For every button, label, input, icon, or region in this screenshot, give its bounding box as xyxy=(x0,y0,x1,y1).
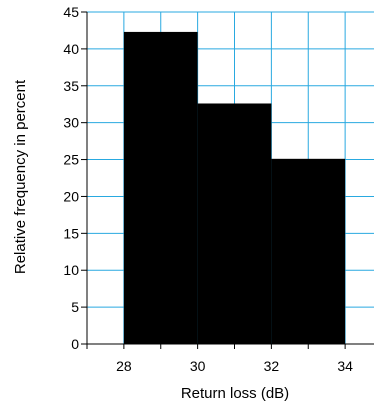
y-tick-label-25: 25 xyxy=(63,152,79,168)
x-tick-label-28: 28 xyxy=(116,358,132,374)
x-axis-label: Return loss (dB) xyxy=(181,385,289,402)
x-tick-label-32: 32 xyxy=(264,358,280,374)
y-tick-label-40: 40 xyxy=(63,41,79,57)
histogram-bars xyxy=(123,31,346,345)
y-axis-ticks: 0 5 10 15 20 25 30 35 40 45 xyxy=(63,4,87,352)
x-tick-label-34: 34 xyxy=(337,358,353,374)
y-tick-label-10: 10 xyxy=(63,262,79,278)
y-tick-label-0: 0 xyxy=(71,336,79,352)
y-tick-label-35: 35 xyxy=(63,78,79,94)
x-tick-label-30: 30 xyxy=(190,358,206,374)
y-tick-label-15: 15 xyxy=(63,225,79,241)
histogram-bar-1 xyxy=(123,31,198,344)
histogram-bar-2 xyxy=(197,103,272,345)
histogram-bar-3 xyxy=(271,158,346,344)
x-axis-ticks: 28 30 32 34 xyxy=(86,344,353,374)
y-tick-label-45: 45 xyxy=(63,4,79,20)
y-tick-label-5: 5 xyxy=(71,299,79,315)
y-axis-label: Relative frequency in percent xyxy=(12,79,29,274)
y-tick-label-20: 20 xyxy=(63,188,79,204)
y-tick-label-30: 30 xyxy=(63,115,79,131)
